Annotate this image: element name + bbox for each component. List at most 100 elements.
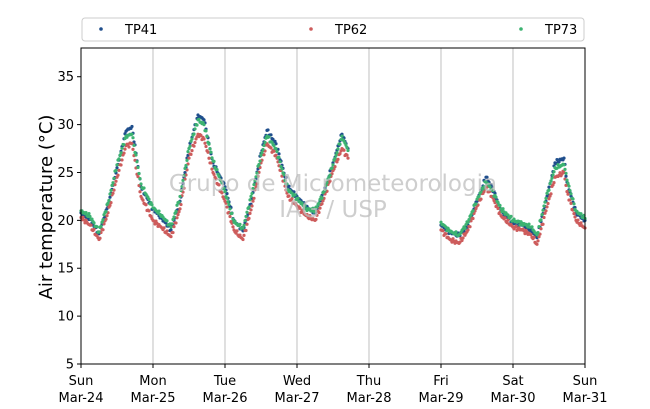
interpolated-point — [90, 217, 94, 221]
interpolated-point — [220, 181, 224, 185]
x-tick-day-label: Thu — [356, 374, 381, 389]
interpolated-point — [275, 149, 279, 154]
interpolated-point — [300, 201, 304, 205]
interpolated-point — [539, 218, 543, 222]
interpolated-point — [197, 117, 201, 121]
interpolated-point — [283, 178, 287, 183]
interpolated-point — [318, 206, 322, 210]
interpolated-point — [530, 225, 534, 229]
interpolated-point — [215, 168, 219, 172]
legend: TP41 TP62 TP73 — [81, 17, 585, 42]
data-point — [544, 196, 548, 200]
interpolated-point — [545, 205, 549, 209]
interpolated-point — [231, 225, 235, 229]
data-point — [544, 209, 548, 213]
interpolated-point — [338, 152, 342, 156]
interpolated-point — [342, 148, 346, 152]
data-point — [565, 178, 569, 182]
interpolated-point — [542, 204, 546, 208]
interpolated-point — [451, 237, 455, 241]
interpolated-point — [514, 224, 518, 228]
legend-marker-tp41 — [99, 27, 103, 31]
interpolated-point — [317, 201, 321, 205]
interpolated-point — [335, 151, 339, 155]
interpolated-point — [210, 156, 214, 160]
x-tick-day-label: Mon — [139, 374, 166, 389]
interpolated-point — [183, 166, 187, 171]
interpolated-point — [245, 222, 249, 226]
x-tick-date-label: Mar-28 — [347, 391, 392, 406]
interpolated-point — [541, 208, 545, 212]
interpolated-point — [226, 200, 230, 204]
interpolated-point — [552, 181, 556, 185]
interpolated-point — [336, 157, 340, 161]
watermark-line-2: IAG / USP — [279, 197, 387, 223]
interpolated-point — [171, 230, 175, 235]
y-axis: 5 10 15 20 25 30 35 — [57, 70, 81, 373]
interpolated-point — [471, 216, 475, 221]
data-point — [202, 123, 206, 127]
interpolated-point — [253, 179, 257, 183]
interpolated-point — [303, 204, 307, 208]
interpolated-point — [461, 236, 465, 240]
y-tick-label: 20 — [57, 214, 74, 229]
y-tick-label: 25 — [57, 166, 74, 181]
data-point — [106, 201, 110, 205]
interpolated-point — [131, 136, 135, 140]
interpolated-point — [118, 153, 122, 157]
interpolated-point — [254, 185, 258, 189]
interpolated-point — [175, 203, 179, 207]
interpolated-point — [107, 198, 111, 202]
interpolated-point — [572, 212, 576, 216]
data-point — [274, 142, 278, 146]
data-point — [88, 214, 92, 219]
interpolated-point — [542, 215, 546, 220]
interpolated-point — [247, 216, 251, 220]
legend-label-tp73: TP73 — [544, 23, 577, 38]
x-tick-day-label: Wed — [283, 374, 311, 389]
interpolated-point — [284, 175, 288, 180]
interpolated-point — [576, 218, 580, 222]
data-point — [274, 153, 278, 157]
data-point — [169, 228, 173, 232]
interpolated-point — [248, 211, 252, 216]
y-axis-title: Air temperature (°C) — [36, 115, 57, 300]
interpolated-point — [150, 203, 154, 207]
interpolated-point — [174, 221, 178, 225]
interpolated-point — [272, 144, 276, 148]
interpolated-point — [506, 213, 510, 217]
interpolated-point — [108, 192, 112, 196]
interpolated-point — [545, 191, 549, 195]
interpolated-point — [120, 146, 124, 150]
interpolated-point — [563, 167, 567, 172]
interpolated-point — [467, 217, 471, 222]
interpolated-point — [496, 200, 500, 205]
interpolated-point — [109, 188, 113, 192]
interpolated-point — [498, 203, 502, 208]
interpolated-point — [181, 181, 185, 186]
interpolated-point — [179, 188, 183, 193]
interpolated-point — [87, 212, 91, 216]
interpolated-point — [113, 183, 117, 187]
interpolated-point — [469, 213, 473, 217]
interpolated-point — [138, 177, 142, 181]
interpolated-point — [206, 150, 210, 154]
data-point — [223, 190, 227, 194]
interpolated-point — [183, 170, 187, 175]
interpolated-point — [225, 196, 229, 200]
interpolated-point — [112, 188, 116, 192]
interpolated-point — [220, 191, 224, 195]
interpolated-point — [261, 147, 265, 152]
interpolated-point — [127, 145, 131, 149]
interpolated-point — [230, 211, 234, 215]
x-tick-date-label: Mar-29 — [419, 391, 464, 406]
interpolated-point — [474, 206, 478, 211]
interpolated-point — [238, 222, 242, 226]
interpolated-point — [209, 161, 213, 165]
data-point — [250, 191, 254, 196]
interpolated-point — [222, 197, 226, 201]
interpolated-point — [249, 194, 253, 198]
interpolated-point — [98, 236, 102, 240]
x-tick-day-label: Sat — [502, 374, 523, 389]
